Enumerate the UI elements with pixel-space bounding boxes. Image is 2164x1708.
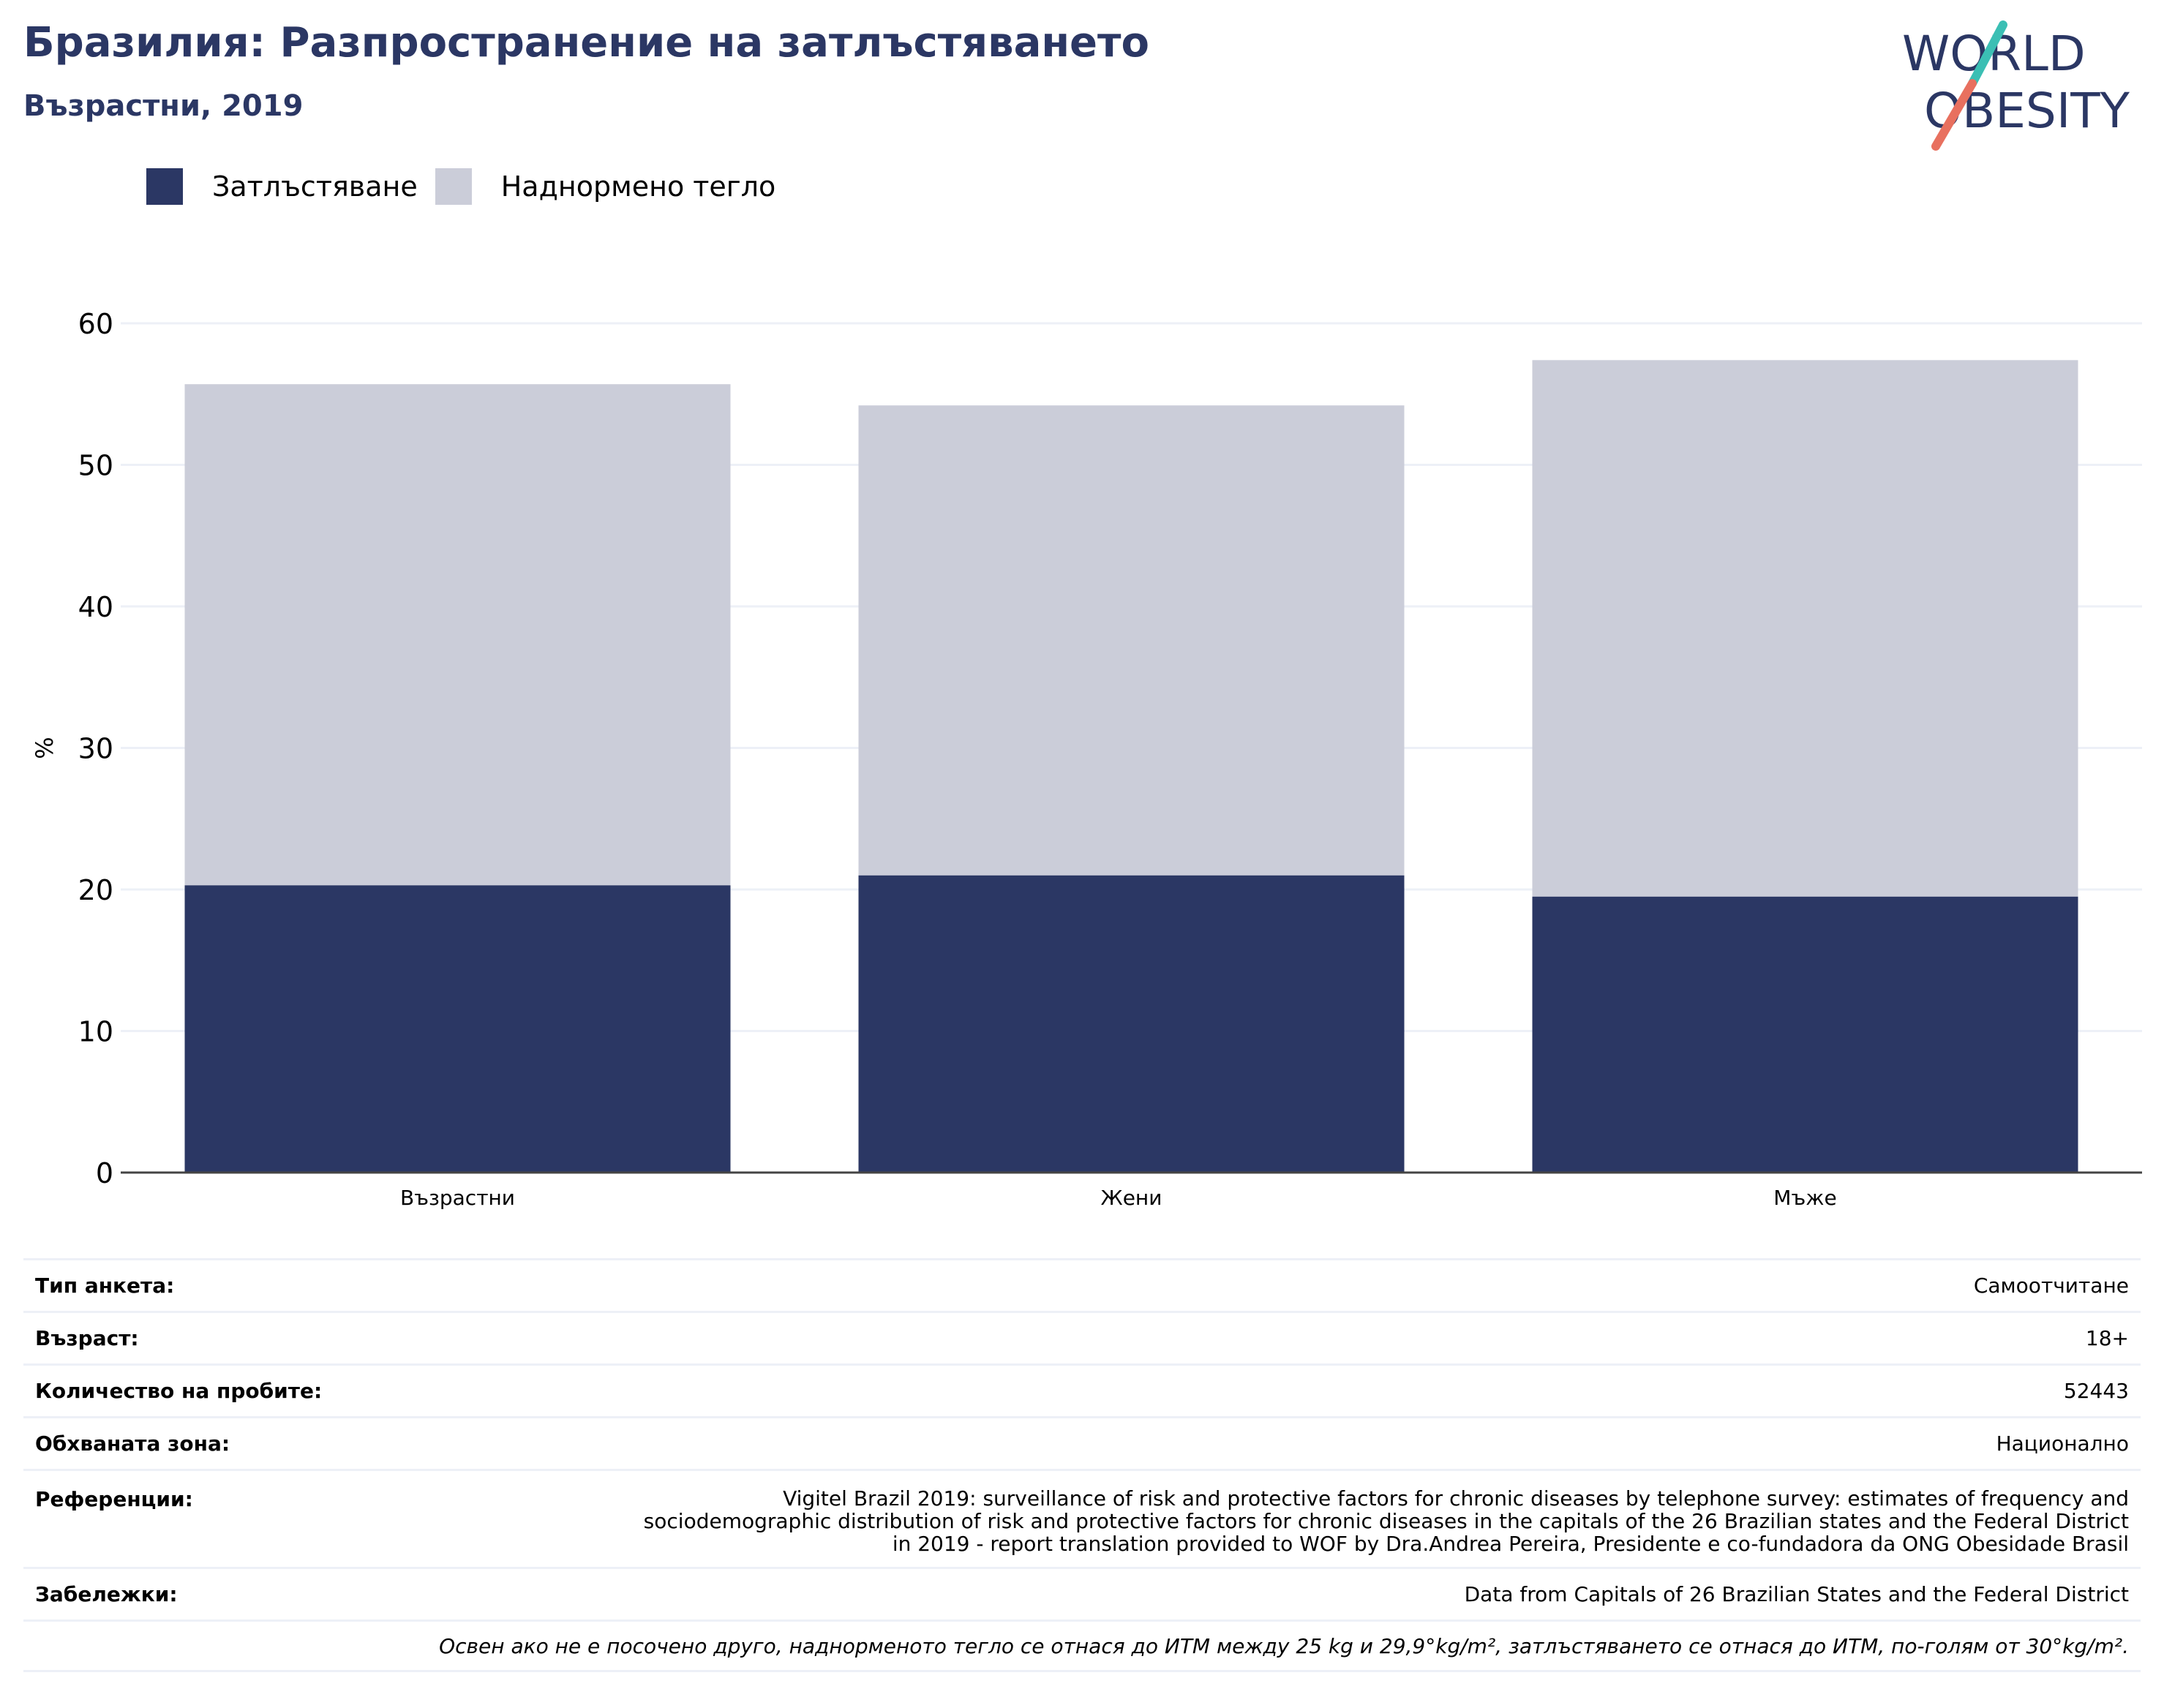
info-label: Възраст: — [35, 1326, 139, 1350]
info-table: Тип анкета: Самоотчитане Възраст: 18+ Ко… — [23, 1258, 2141, 1672]
chart-subtitle: Възрастни, 2019 — [23, 89, 304, 123]
info-value: Vigitel Brazil 2019: surveillance of ris… — [643, 1486, 2129, 1556]
bar-obesity — [1532, 896, 2078, 1173]
info-value: Самоотчитане — [1973, 1274, 2129, 1298]
x-tick-label: Мъже — [1773, 1186, 1836, 1210]
info-row-notes: Забележки: Data from Capitals of 26 Braz… — [23, 1567, 2141, 1619]
info-row-area-covered: Обхваната зона: Национално — [23, 1416, 2141, 1469]
world-obesity-logo: WORLD OBESITY — [1902, 20, 2130, 151]
info-value: 52443 — [2063, 1379, 2129, 1403]
info-value: 18+ — [2085, 1326, 2129, 1350]
footnote-text: Освен ако не е посочено друго, наднормен… — [439, 1633, 2129, 1658]
y-tick-label: 10 — [78, 1016, 113, 1048]
legend-label-overweight: Наднормено тегло — [500, 170, 776, 203]
legend-item-overweight[interactable]: Наднормено тегло — [435, 168, 776, 205]
y-tick-label: 60 — [78, 308, 113, 340]
info-label: Забележки: — [35, 1582, 178, 1606]
bar-chart: 0 10 20 30 40 50 60% Възрастни Жени Мъже — [31, 308, 2142, 1210]
info-value: Data from Capitals of 26 Brazilian State… — [1464, 1582, 2129, 1606]
legend-item-obesity[interactable]: Затлъстяване — [146, 168, 418, 205]
y-tick-label: 20 — [78, 874, 113, 906]
info-row-age: Възраст: 18+ — [23, 1311, 2141, 1363]
bar-overweight — [858, 405, 1405, 876]
legend-swatch-obesity — [146, 168, 183, 205]
bar-obesity — [184, 885, 731, 1173]
bar-overweight — [1532, 360, 2078, 897]
y-axis-label: % — [31, 737, 59, 759]
legend-swatch-overweight — [435, 168, 472, 205]
info-row-survey-type: Тип анкета: Самоотчитане — [23, 1258, 2141, 1311]
info-label: Референции: — [35, 1487, 193, 1511]
info-row-references: Референции: Vigitel Brazil 2019: surveil… — [23, 1469, 2141, 1567]
info-row-footnote: Освен ако не е посочено друго, наднормен… — [23, 1619, 2141, 1672]
x-tick-label: Жени — [1101, 1186, 1162, 1210]
logo-slash-bottom-icon — [1931, 79, 1977, 151]
info-row-sample-size: Количество на пробите: 52443 — [23, 1363, 2141, 1416]
x-tick-label: Възрастни — [400, 1186, 515, 1210]
info-label: Количество на пробите: — [35, 1379, 323, 1403]
y-tick-label: 0 — [96, 1157, 113, 1189]
y-tick-label: 30 — [78, 733, 113, 765]
bar-obesity — [858, 875, 1405, 1173]
logo-slash-top-icon — [1968, 20, 2007, 88]
y-tick-label: 50 — [78, 450, 113, 482]
info-value: Национално — [1996, 1432, 2129, 1456]
info-label: Тип анкета: — [35, 1274, 175, 1298]
legend-label-obesity: Затлъстяване — [212, 170, 418, 203]
bar-overweight — [184, 384, 731, 886]
info-label: Обхваната зона: — [35, 1432, 230, 1456]
y-tick-label: 40 — [78, 591, 113, 623]
chart-legend: Затлъстяване Наднормено тегло — [146, 168, 793, 205]
chart-title: Бразилия: Разпространение на затлъстяван… — [23, 19, 1149, 67]
